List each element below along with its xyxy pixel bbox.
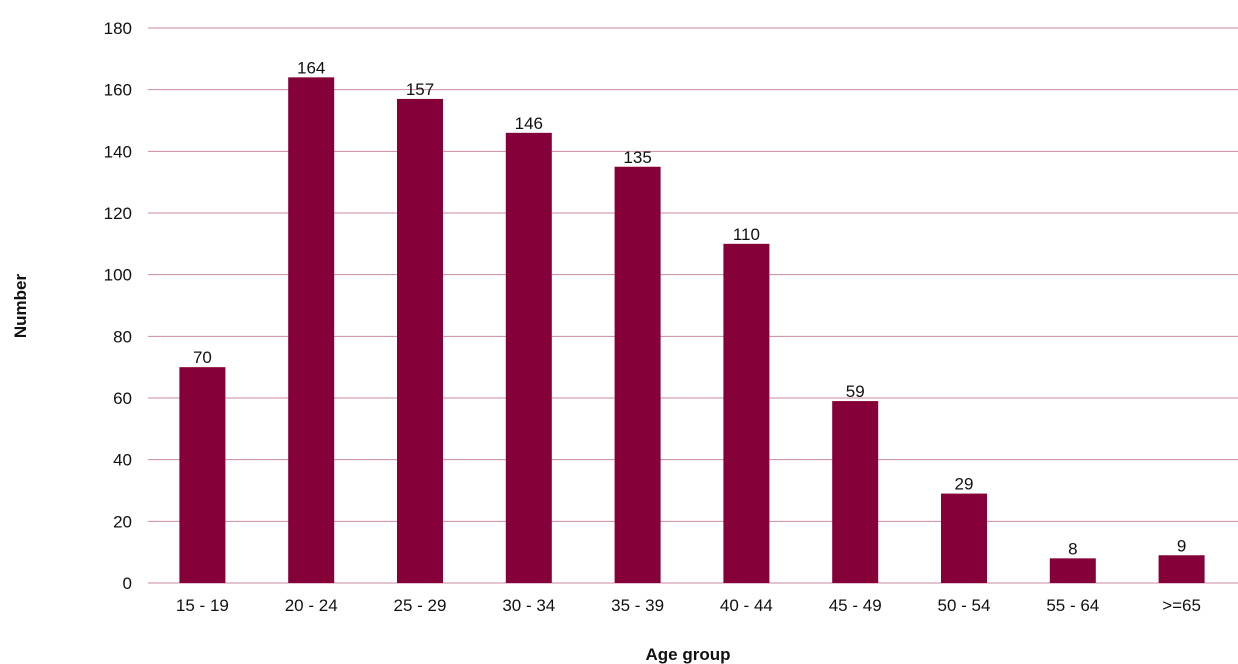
y-tick-label: 140 (104, 142, 132, 161)
x-tick-label: 40 - 44 (720, 596, 773, 615)
y-tick-label: 60 (113, 389, 132, 408)
bar (288, 77, 335, 583)
bar (614, 166, 661, 583)
y-axis-title: Number (11, 274, 30, 339)
y-tick-label: 80 (113, 327, 132, 346)
y-tick-label: 100 (104, 266, 132, 285)
x-tick-label: 20 - 24 (285, 596, 338, 615)
data-label: 110 (733, 225, 760, 244)
x-tick-label: 15 - 19 (176, 596, 229, 615)
bar (723, 243, 770, 584)
x-tick-label: >=65 (1162, 596, 1201, 615)
data-label: 29 (955, 475, 974, 494)
bar (832, 401, 879, 583)
data-labels: 70 164 157 146 135 110 59 29 8 9 (193, 58, 1186, 558)
y-tick-label: 40 (113, 451, 132, 470)
x-tick-label: 55 - 64 (1046, 596, 1099, 615)
bar (1049, 558, 1096, 583)
data-label: 70 (193, 348, 212, 367)
data-label: 59 (846, 382, 865, 401)
data-label: 157 (406, 80, 434, 99)
bar (941, 493, 987, 583)
bars (179, 77, 1205, 584)
data-label: 135 (623, 148, 651, 167)
x-axis-title: Age group (646, 645, 731, 664)
bar (397, 98, 443, 584)
data-label: 9 (1177, 536, 1186, 555)
y-tick-label: 180 (104, 19, 132, 38)
bar (505, 132, 552, 584)
y-axis-ticks: 0 20 40 60 80 100 120 140 160 180 (104, 19, 132, 593)
x-tick-label: 35 - 39 (611, 596, 664, 615)
y-tick-label: 0 (123, 574, 132, 593)
x-axis-ticks: 15 - 19 20 - 24 25 - 29 30 - 34 35 - 39 40 - … (176, 596, 1201, 615)
y-tick-label: 20 (113, 512, 132, 531)
data-label: 164 (297, 58, 325, 77)
bar (1158, 555, 1205, 583)
data-label: 146 (515, 114, 543, 133)
x-tick-label: 30 - 34 (502, 596, 555, 615)
y-tick-label: 160 (104, 81, 132, 100)
x-tick-label: 45 - 49 (829, 596, 882, 615)
data-label: 8 (1068, 539, 1077, 558)
bar (179, 367, 226, 583)
x-tick-label: 25 - 29 (394, 596, 447, 615)
x-tick-label: 50 - 54 (938, 596, 991, 615)
y-tick-label: 120 (104, 204, 132, 223)
